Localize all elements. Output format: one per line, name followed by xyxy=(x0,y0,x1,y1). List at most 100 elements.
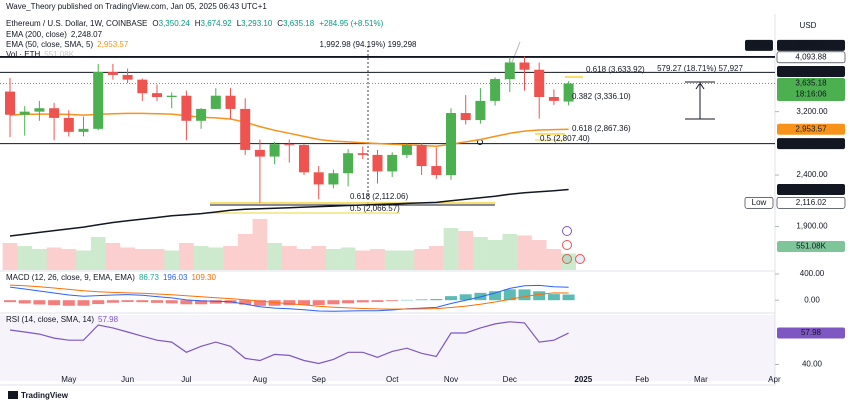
symbol-line: Ethereum / U.S. Dollar, 1W, COINBASE O3,3… xyxy=(6,19,384,28)
candle-body xyxy=(93,72,104,129)
volume-bar xyxy=(487,240,503,270)
volume-bar xyxy=(399,250,415,270)
macd-histogram xyxy=(239,300,252,305)
price-label-box xyxy=(776,197,846,209)
x-tick-label: Aug xyxy=(253,375,267,384)
ohlc-key: C xyxy=(277,19,283,28)
volume-label-box xyxy=(777,241,845,252)
volume-bar xyxy=(90,237,106,270)
candle-body xyxy=(19,111,30,115)
logo-mark xyxy=(8,391,18,399)
candle-body xyxy=(504,62,515,80)
macd-histogram xyxy=(298,300,310,305)
volume-bar xyxy=(193,246,209,270)
event-icon xyxy=(562,226,572,236)
macd-histogram xyxy=(106,300,119,303)
annotation: 0.382 (3,336.10) xyxy=(572,92,631,101)
macd-histogram xyxy=(562,294,575,301)
ohlc-value: 3,635.18 xyxy=(283,19,315,28)
candle-body xyxy=(401,145,412,155)
candle-body xyxy=(240,108,251,150)
volume-bar xyxy=(311,246,327,270)
symbol: Ethereum / U.S. Dollar, 1W, COINBASE xyxy=(6,19,147,28)
macd-histogram xyxy=(371,300,384,302)
volume-bar xyxy=(340,247,356,270)
macd-histogram xyxy=(386,300,399,302)
annotation: 579.27 (18.71%) 57,927 xyxy=(657,64,743,73)
macd-tick-label: 400.00 xyxy=(800,269,825,278)
candle-body xyxy=(446,113,456,176)
candle-body xyxy=(166,95,177,97)
countdown: 18:16:06 xyxy=(795,90,827,99)
price-label-box xyxy=(777,183,845,195)
rsi-name: RSI (14, close, SMA, 14) xyxy=(6,315,94,324)
ohlc-key: H xyxy=(195,19,201,28)
volume-bar xyxy=(384,250,400,270)
ohlc-value: 3,293.10 xyxy=(241,19,273,28)
volume-bar xyxy=(473,237,488,270)
change: +284.95 (+8.51%) xyxy=(319,19,383,28)
macd-value: 196.03 xyxy=(163,273,188,282)
indicator-legend: EMA (200, close) 2,248.07 xyxy=(6,30,103,39)
price-label-box xyxy=(777,138,845,150)
price-label: 4,109.00 xyxy=(795,40,827,49)
macd-tick-label: 0.00 xyxy=(804,295,820,304)
volume-bar xyxy=(252,219,268,270)
volume-bar xyxy=(61,249,77,270)
price-label-box xyxy=(777,66,845,78)
tag-label: High xyxy=(751,40,767,49)
x-tick-label: Sep xyxy=(312,375,327,384)
macd-histogram xyxy=(503,289,516,301)
macd-histogram xyxy=(18,300,31,304)
candle-body xyxy=(49,108,60,118)
candle-body xyxy=(387,154,398,172)
macd-histogram xyxy=(48,300,61,306)
macd-histogram xyxy=(312,300,325,306)
macd-histogram xyxy=(327,300,340,305)
volume-bar xyxy=(179,243,194,270)
candle-body xyxy=(343,153,354,174)
candle-body xyxy=(490,79,501,101)
volume-bar xyxy=(76,250,91,270)
volume-bar xyxy=(414,249,429,270)
macd-histogram xyxy=(195,300,208,305)
signal-line xyxy=(9,284,569,310)
annotation: 0.618 (2,112.06) xyxy=(350,192,408,201)
candle-body xyxy=(269,144,280,157)
volume-bar xyxy=(105,243,121,270)
volume-bar xyxy=(502,234,518,270)
y-tick-label: 3,200.00 xyxy=(796,107,828,116)
indicator-value: 2,953.57 xyxy=(97,40,129,49)
macd-histogram xyxy=(209,300,222,304)
price-label: 4,093.88 xyxy=(795,52,827,61)
rsi-band xyxy=(0,315,775,381)
event-icon xyxy=(562,254,572,264)
ema-line xyxy=(9,188,569,237)
price-label: 2,248.07 xyxy=(795,185,827,194)
volume-bar xyxy=(355,250,371,270)
volume-bar xyxy=(208,247,224,270)
volume-bar xyxy=(134,249,150,270)
candle-body xyxy=(34,108,45,112)
volume-bar xyxy=(428,246,444,270)
macd-histogram xyxy=(518,289,531,301)
x-tick-label: May xyxy=(61,375,76,384)
ohlc-key: L xyxy=(237,19,242,28)
candle-body xyxy=(254,149,265,157)
candle-body xyxy=(284,144,295,146)
logo: TradingView xyxy=(21,391,69,400)
annotation: 1,992.98 (94.19%) 199,298 xyxy=(320,40,418,49)
plot-layer: Ethereum / U.S. Dollar, 1W, COINBASE O3,3… xyxy=(0,19,846,384)
macd-histogram xyxy=(180,300,193,305)
volume-bar xyxy=(32,249,47,270)
volume-bar xyxy=(120,247,135,270)
indicator-legend: EMA (50, close, SMA, 5) 2,953.57 xyxy=(6,40,129,49)
annotation: 0.618 (2,867.36) xyxy=(572,124,631,133)
signal-value: 109.30 xyxy=(191,273,216,282)
macd-hist-value: 86.73 xyxy=(139,273,160,282)
volume-bar xyxy=(531,240,547,270)
price-label-box xyxy=(776,51,846,64)
candle-body xyxy=(196,108,207,121)
tag-label: Low xyxy=(752,198,767,207)
